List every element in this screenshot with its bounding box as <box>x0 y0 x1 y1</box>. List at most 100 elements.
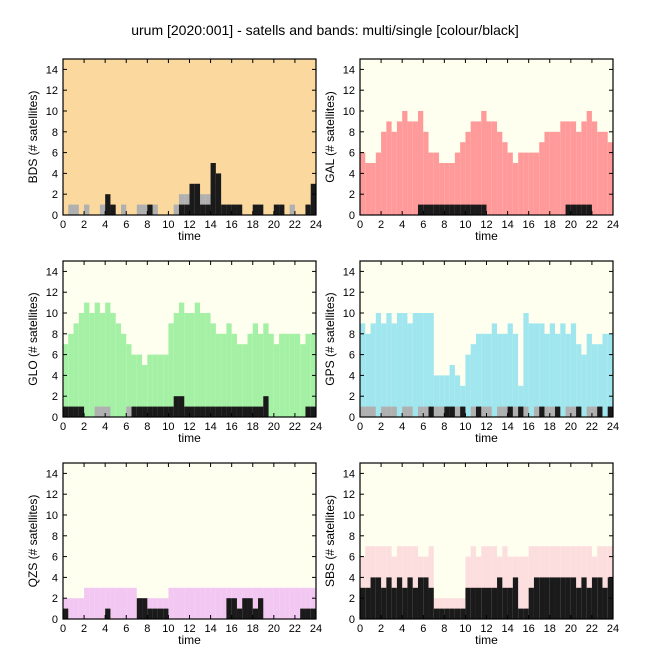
sbs-multi-bar <box>365 546 371 619</box>
sbs-multi-bar <box>602 546 608 619</box>
gal-single-bar <box>470 204 476 215</box>
gal-multi-bar <box>375 152 382 215</box>
gal-xtick-label: 24 <box>607 219 619 231</box>
glo-single-bar <box>231 406 237 417</box>
glo-multi-bar <box>89 313 95 417</box>
bds-single-bar <box>258 204 264 215</box>
glo-multi-bar <box>210 323 216 417</box>
glo-multi-bar <box>189 313 195 417</box>
gps-multi-bar <box>507 323 513 417</box>
qzs-ytick-label: 6 <box>52 552 58 564</box>
gal-ytick-label: 10 <box>343 106 355 118</box>
gps-xtick-label: 10 <box>459 421 471 433</box>
qzs-single-bar <box>147 608 153 619</box>
gps-secondary-bar <box>497 406 503 417</box>
gps-single-bar <box>460 406 466 417</box>
bds-secondary-bar <box>99 204 106 215</box>
glo-multi-bar <box>126 344 132 417</box>
bds-multi-bar <box>115 59 121 215</box>
qzs-multi-bar <box>279 587 285 619</box>
sbs-multi-bar <box>518 556 524 619</box>
glo-single-bar <box>215 406 222 417</box>
gal-ytick-label: 6 <box>349 148 355 160</box>
bds-multi-bar <box>110 59 116 215</box>
bds-ytick-label: 4 <box>52 168 58 180</box>
gal-single-bar <box>449 204 455 215</box>
sbs-single-bar <box>360 587 366 619</box>
glo-multi-bar <box>194 302 201 417</box>
glo-multi-bar <box>115 323 121 417</box>
gps-secondary-bar <box>533 406 540 417</box>
glo-single-bar <box>68 406 74 417</box>
glo-multi-bar <box>258 333 264 417</box>
glo-single-bar <box>63 406 69 417</box>
gps-multi-bar <box>449 365 455 417</box>
sbs-single-bar <box>581 577 587 619</box>
bds-xlabel: time <box>178 229 201 243</box>
glo-single-bar <box>131 406 137 417</box>
qzs-single-bar <box>136 598 143 619</box>
gps-multi-series <box>360 313 613 417</box>
gps-secondary-bar <box>417 406 424 417</box>
qzs-multi-bar <box>99 587 106 619</box>
sbs-single-bar <box>491 587 498 619</box>
glo-multi-bar <box>178 302 185 417</box>
glo-single-bar <box>200 406 206 417</box>
bds-multi-bar <box>252 59 259 215</box>
qzs-multi-bar <box>205 587 211 619</box>
qzs-single-bar <box>258 598 264 619</box>
qzs-single-bar <box>163 608 169 619</box>
bds-secondary-bar <box>68 204 74 215</box>
qzs-multi-bar <box>273 587 280 619</box>
bds-multi-bar <box>168 59 174 215</box>
gal-single-bar <box>417 204 424 215</box>
gps-xtick-label: 6 <box>420 421 426 433</box>
gps-secondary-bar <box>591 406 598 417</box>
gps-single-bar <box>428 406 434 417</box>
sbs-single-bar <box>417 577 424 619</box>
qzs-multi-bar <box>94 587 100 619</box>
glo-single-bar <box>310 406 316 417</box>
bds-multi-bar <box>178 59 185 215</box>
qzs-multi-bar <box>215 587 222 619</box>
gal-xtick-label: 0 <box>357 219 363 231</box>
bds-secondary-bar <box>142 204 148 215</box>
glo-multi-bar <box>247 333 253 417</box>
sbs-xtick-label: 8 <box>441 623 447 635</box>
gal-single-bar <box>481 204 487 215</box>
bds-ytick-label: 2 <box>52 189 58 201</box>
gal-multi-bar <box>528 152 534 215</box>
gal-ytick-label: 4 <box>349 168 355 180</box>
gps-xtick-label: 18 <box>544 421 556 433</box>
qzs-multi-bar <box>305 587 311 619</box>
bds-single-bar <box>252 204 259 215</box>
bds-xtick-label: 6 <box>123 219 129 231</box>
bds-multi-bar <box>263 59 269 215</box>
gal-ytick-label: 2 <box>349 189 355 201</box>
gps-secondary-bar <box>481 406 487 417</box>
gal-single-bar <box>576 204 582 215</box>
gal-multi-bar <box>444 163 450 215</box>
qzs-multi-bar <box>294 587 301 619</box>
qzs-xtick-label: 12 <box>183 623 195 635</box>
sbs-ytick-label: 8 <box>349 531 355 543</box>
bds-multi-bar <box>200 59 206 215</box>
gps-single-bar <box>597 406 603 417</box>
gal-multi-bar <box>539 142 545 215</box>
sbs-single-bar <box>586 587 592 619</box>
qzs-xtick-label: 20 <box>268 623 280 635</box>
gps-secondary-bar <box>433 406 440 417</box>
gps-multi-bar <box>533 323 540 417</box>
qzs-single-bar <box>310 608 316 619</box>
bds-multi-bar <box>305 59 311 215</box>
gal-multi-bar <box>454 152 461 215</box>
bds-single-series <box>105 163 316 215</box>
glo-multi-bar <box>136 354 143 417</box>
sbs-single-bar <box>454 608 461 619</box>
gal-xlabel: time <box>475 229 498 243</box>
gal-multi-bar <box>386 121 392 215</box>
sbs-single-bar <box>502 587 508 619</box>
bds-multi-bar <box>63 59 69 215</box>
glo-xtick-label: 10 <box>162 421 174 433</box>
